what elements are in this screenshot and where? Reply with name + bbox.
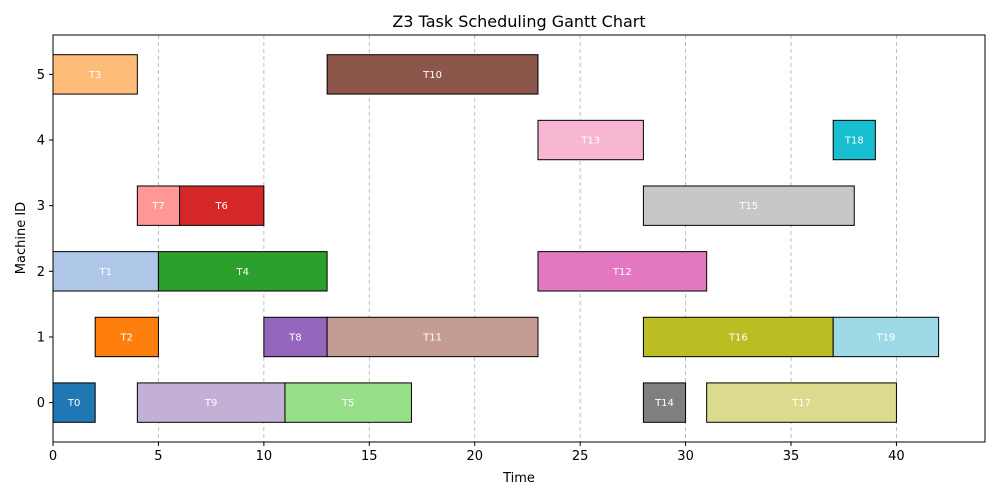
y-tick-label-2: 2 xyxy=(37,265,45,280)
chart-title: Z3 Task Scheduling Gantt Chart xyxy=(392,12,645,31)
y-tick-label-0: 0 xyxy=(37,396,45,411)
task-label-t19: T19 xyxy=(875,332,895,343)
task-label-t5: T5 xyxy=(341,398,354,409)
task-bar-t4 xyxy=(157,251,328,292)
task-bar-t0 xyxy=(52,382,96,423)
bars-layer: T0 T1 T2 T3 T4 T5 T6 T7 T8 T9 T10 T11 T12 T13 T14 T15 T1… xyxy=(52,54,940,423)
task-bar-t2 xyxy=(94,316,159,358)
task-bar-t7 xyxy=(136,185,181,226)
grid-layer xyxy=(52,35,897,442)
task-label-t15: T15 xyxy=(738,201,758,212)
task-label-t0: T0 xyxy=(67,398,80,409)
task-label-t11: T11 xyxy=(422,332,442,343)
y-tick-label-3: 3 xyxy=(37,199,45,214)
task-label-t4: T4 xyxy=(236,267,249,278)
y-tick-label-1: 1 xyxy=(37,330,45,345)
task-label-t2: T2 xyxy=(120,332,133,343)
task-bar-t5 xyxy=(284,382,412,423)
task-bar-t12 xyxy=(537,251,708,292)
task-label-t17: T17 xyxy=(791,398,811,409)
task-label-t16: T16 xyxy=(728,332,748,343)
task-label-t8: T8 xyxy=(288,332,301,343)
task-bar-t3 xyxy=(52,54,138,95)
task-bar-t16 xyxy=(642,316,834,358)
task-label-t9: T9 xyxy=(204,398,217,409)
y-tick-label-4: 4 xyxy=(37,134,45,149)
task-label-t10: T10 xyxy=(422,70,442,81)
task-label-t1: T1 xyxy=(98,267,111,278)
task-bar-t13 xyxy=(537,119,644,161)
task-bar-t19 xyxy=(832,316,940,358)
x-tick-label-40: 40 xyxy=(888,449,905,464)
task-bar-t14 xyxy=(642,382,687,423)
task-label-t14: T14 xyxy=(654,398,674,409)
x-tick-label-25: 25 xyxy=(572,449,589,464)
task-label-t12: T12 xyxy=(612,267,632,278)
task-label-t6: T6 xyxy=(214,201,227,212)
task-label-t3: T3 xyxy=(88,70,101,81)
task-label-t18: T18 xyxy=(844,136,864,147)
plot-frame xyxy=(52,34,986,443)
task-bar-t6 xyxy=(179,185,265,226)
task-bar-t15 xyxy=(642,185,855,226)
x-tick-label-10: 10 xyxy=(256,449,273,464)
y-axis-label: Machine ID xyxy=(14,202,29,274)
x-tick-label-30: 30 xyxy=(677,449,694,464)
task-label-t7: T7 xyxy=(151,201,164,212)
x-tick-label-0: 0 xyxy=(49,449,57,464)
task-bar-t17 xyxy=(706,382,897,423)
x-axis-label: Time xyxy=(502,471,535,486)
x-tick-label-5: 5 xyxy=(154,449,162,464)
task-bar-t11 xyxy=(326,316,539,358)
task-bar-t18 xyxy=(832,119,876,161)
y-tick-label-5: 5 xyxy=(37,68,45,83)
task-bar-t10 xyxy=(326,54,539,95)
task-bar-t9 xyxy=(136,382,286,423)
task-label-t13: T13 xyxy=(580,136,600,147)
x-tick-label-35: 35 xyxy=(783,449,800,464)
x-tick-label-15: 15 xyxy=(361,449,378,464)
ticks-layer: 0 5 10 15 20 25 30 35 40 0 1 2 3 4 5 xyxy=(37,68,905,464)
task-bar-t8 xyxy=(263,316,328,358)
x-tick-label-20: 20 xyxy=(466,449,483,464)
